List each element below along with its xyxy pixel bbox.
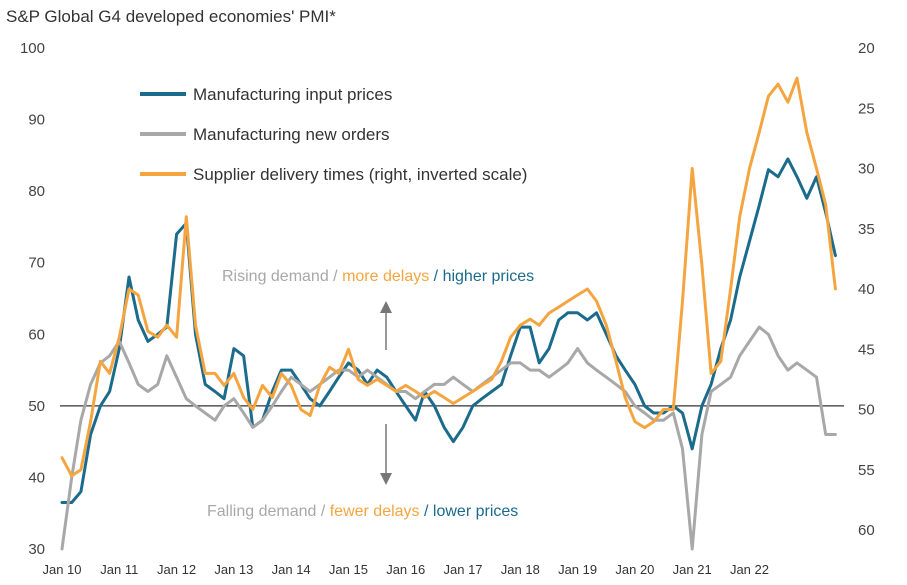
x-tick-jan-17: Jan 17: [444, 562, 483, 577]
annotation-falling-part-2: /: [420, 503, 433, 520]
y-right-tick-60: 60: [858, 522, 875, 539]
arrow-up-head: [380, 301, 392, 313]
chart-title: S&P Global G4 developed economies' PMI*: [6, 7, 336, 26]
y-right-tick-35: 35: [858, 221, 875, 238]
y-left-tick-100: 100: [20, 40, 45, 57]
y-left-tick-30: 30: [28, 541, 45, 558]
annotation-rising-part-0: Rising demand /: [222, 268, 342, 285]
annotations: Rising demand / more delays / higher pri…: [207, 268, 534, 520]
y-left-tick-40: 40: [28, 469, 45, 486]
arrow-down-head: [380, 473, 392, 485]
x-tick-jan-11: Jan 11: [100, 562, 138, 577]
y-left-tick-70: 70: [28, 255, 45, 272]
annotation-rising-part-3: higher prices: [443, 268, 535, 285]
x-tick-jan-21: Jan 21: [673, 562, 712, 577]
annotation-falling-part-0: Falling demand /: [207, 503, 330, 520]
annotation-rising-part-1: more delays: [342, 268, 429, 285]
y-right-tick-55: 55: [858, 462, 875, 479]
legend: Manufacturing input prices Manufacturing …: [140, 85, 527, 184]
y-right-tick-50: 50: [858, 402, 875, 419]
x-tick-jan-10: Jan 10: [42, 562, 81, 577]
legend-label-supplier-delivery-times-right-inverted-scale: Supplier delivery times (right, inverted…: [193, 165, 527, 184]
x-axis: Jan 10 Jan 11 Jan 12 Jan 13 Jan 14 Jan 15 Jan …: [42, 562, 769, 577]
y-left-tick-60: 60: [28, 326, 45, 343]
annotation-rising: Rising demand / more delays / higher pri…: [222, 268, 534, 285]
x-tick-jan-15: Jan 15: [329, 562, 368, 577]
y-right-tick-40: 40: [858, 281, 875, 298]
series-layer: [60, 76, 837, 551]
arrows: [380, 301, 392, 485]
y-right-axis: 20 25 30 35 40 45 50 55 60: [858, 40, 875, 539]
x-tick-jan-16: Jan 16: [386, 562, 425, 577]
y-left-tick-50: 50: [28, 398, 45, 415]
annotation-rising-part-2: /: [429, 268, 442, 285]
y-right-tick-45: 45: [858, 341, 875, 358]
annotation-falling: Falling demand / fewer delays / lower pr…: [207, 503, 518, 520]
y-left-axis: 100 90 80 70 60 50 40 30: [20, 40, 45, 558]
annotation-falling-part-3: lower prices: [433, 503, 518, 520]
series-line-supplier-delivery-times-right-inverted-scale: [60, 76, 837, 478]
x-tick-jan-18: Jan 18: [501, 562, 540, 577]
y-right-tick-25: 25: [858, 100, 875, 117]
y-left-tick-90: 90: [28, 112, 45, 129]
x-tick-jan-22: Jan 22: [730, 562, 769, 577]
y-left-tick-80: 80: [28, 183, 45, 200]
series-line-manufacturing-new-orders: [60, 325, 837, 551]
x-tick-jan-14: Jan 14: [272, 562, 311, 577]
x-tick-jan-20: Jan 20: [615, 562, 654, 577]
x-tick-jan-12: Jan 12: [157, 562, 196, 577]
annotation-falling-part-1: fewer delays: [330, 503, 420, 520]
legend-label-manufacturing-input-prices: Manufacturing input prices: [193, 85, 392, 104]
y-right-tick-30: 30: [858, 161, 875, 178]
y-right-tick-20: 20: [858, 40, 875, 57]
x-tick-jan-19: Jan 19: [558, 562, 597, 577]
legend-label-manufacturing-new-orders: Manufacturing new orders: [193, 125, 390, 144]
x-tick-jan-13: Jan 13: [214, 562, 253, 577]
